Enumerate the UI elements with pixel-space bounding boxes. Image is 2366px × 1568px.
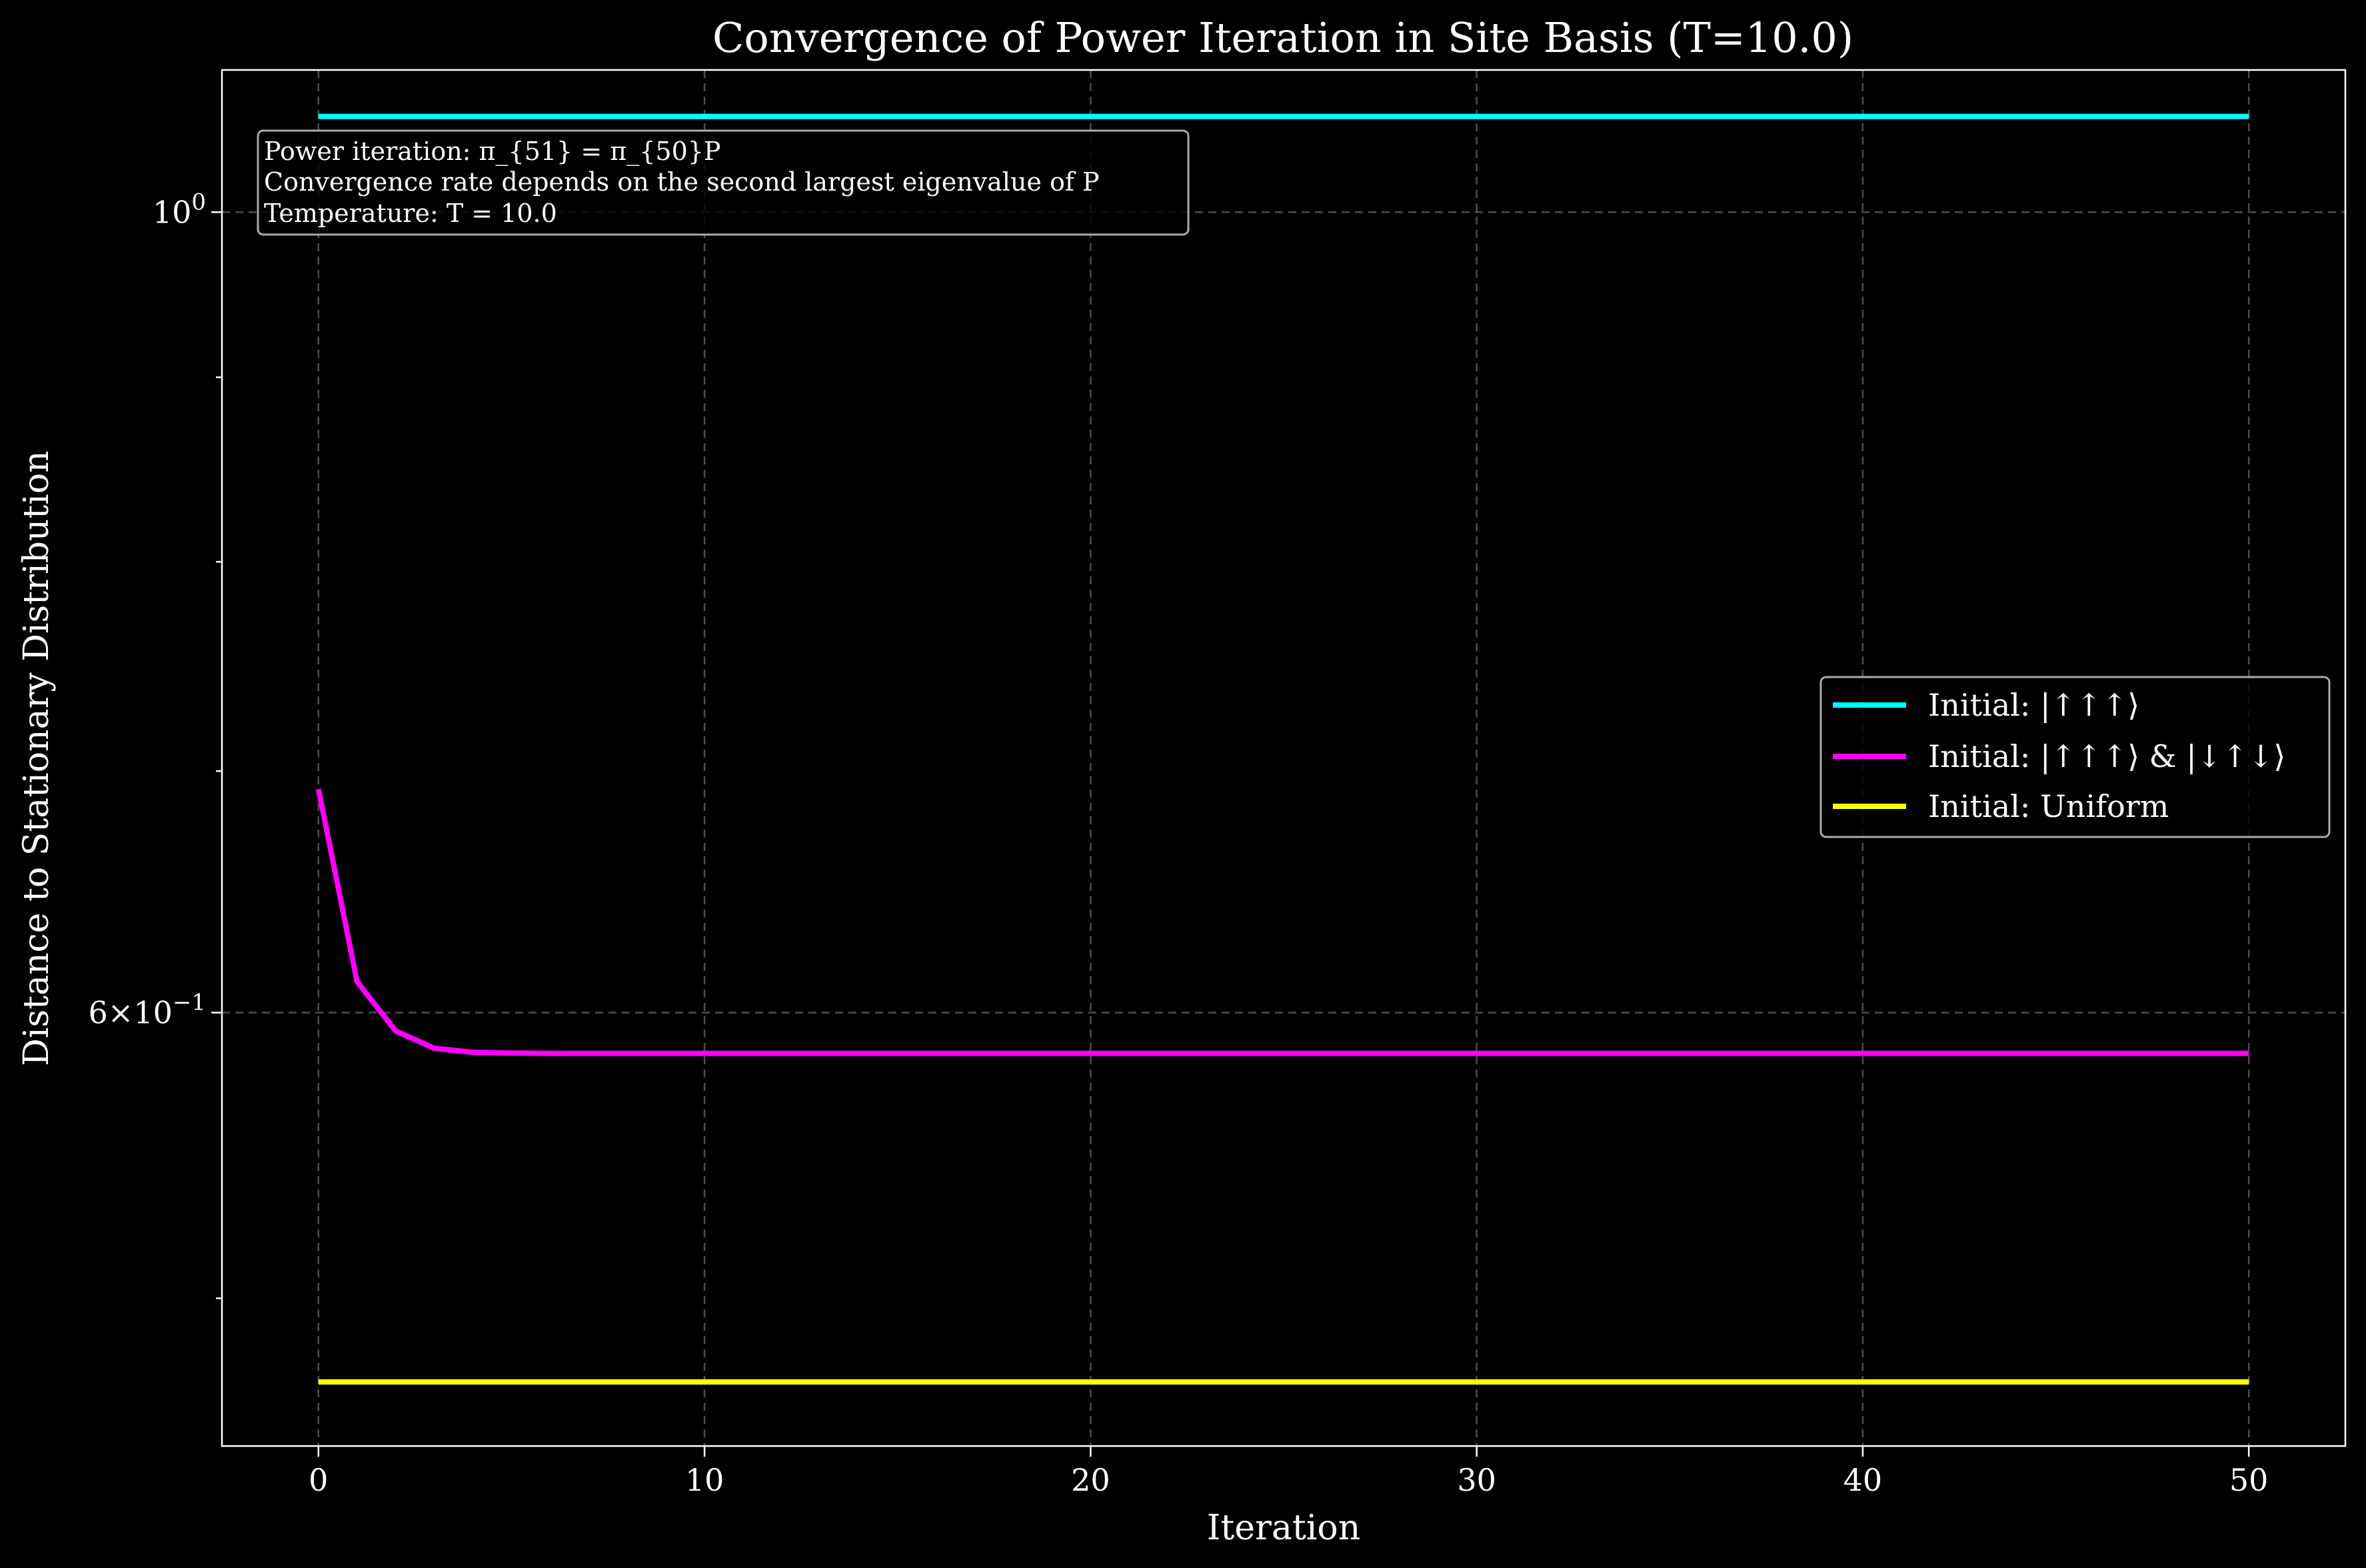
legend-entry-1: Initial: |↑↑↑⟩: [1833, 687, 2139, 723]
y-axis-label: Distance to Stationary Distribution: [17, 450, 57, 1066]
plot-frame: [221, 69, 2347, 1447]
series-line-2: [315, 788, 2249, 1056]
x-tick-label-40: 40: [1843, 1462, 1883, 1498]
x-tick-label-30: 30: [1457, 1462, 1496, 1498]
annotation-line-3: Temperature: T = 10.0: [264, 199, 557, 228]
legend: Initial: |↑↑↑⟩ Initial: |↑↑↑⟩ & |↓↑↓⟩ In…: [1819, 676, 2331, 838]
axis-ticks: 0 10 20 30 40 50 100 6×10−1: [89, 189, 2269, 1498]
x-tick-label-20: 20: [1071, 1462, 1110, 1498]
legend-entry-3: Initial: Uniform: [1833, 788, 2169, 824]
legend-label-1: Initial: |↑↑↑⟩: [1928, 687, 2139, 723]
y-tick-label-1: 6×10−1: [89, 990, 206, 1031]
legend-frame: [1819, 676, 2331, 838]
x-axis-label: Iteration: [1207, 1508, 1360, 1548]
annotation-line-1: Power iteration: π_{51} = π_{50}P: [264, 137, 720, 167]
legend-entry-2: Initial: |↑↑↑⟩ & |↓↑↓⟩: [1833, 738, 2285, 774]
annotation-line-2: Convergence rate depends on the second l…: [264, 167, 1100, 197]
x-tick-label-10: 10: [685, 1462, 724, 1498]
x-tick-label-0: 0: [309, 1462, 328, 1498]
plot-series: [315, 113, 2249, 1385]
legend-label-2: Initial: |↑↑↑⟩ & |↓↑↓⟩: [1928, 738, 2285, 774]
legend-label-3: Initial: Uniform: [1928, 788, 2169, 824]
x-tick-label-50: 50: [2229, 1462, 2269, 1498]
annotation-box: Power iteration: π_{51} = π_{50}P Conver…: [257, 129, 1190, 236]
chart-title: Convergence of Power Iteration in Site B…: [712, 13, 1853, 62]
y-tick-label-0: 100: [153, 189, 206, 230]
